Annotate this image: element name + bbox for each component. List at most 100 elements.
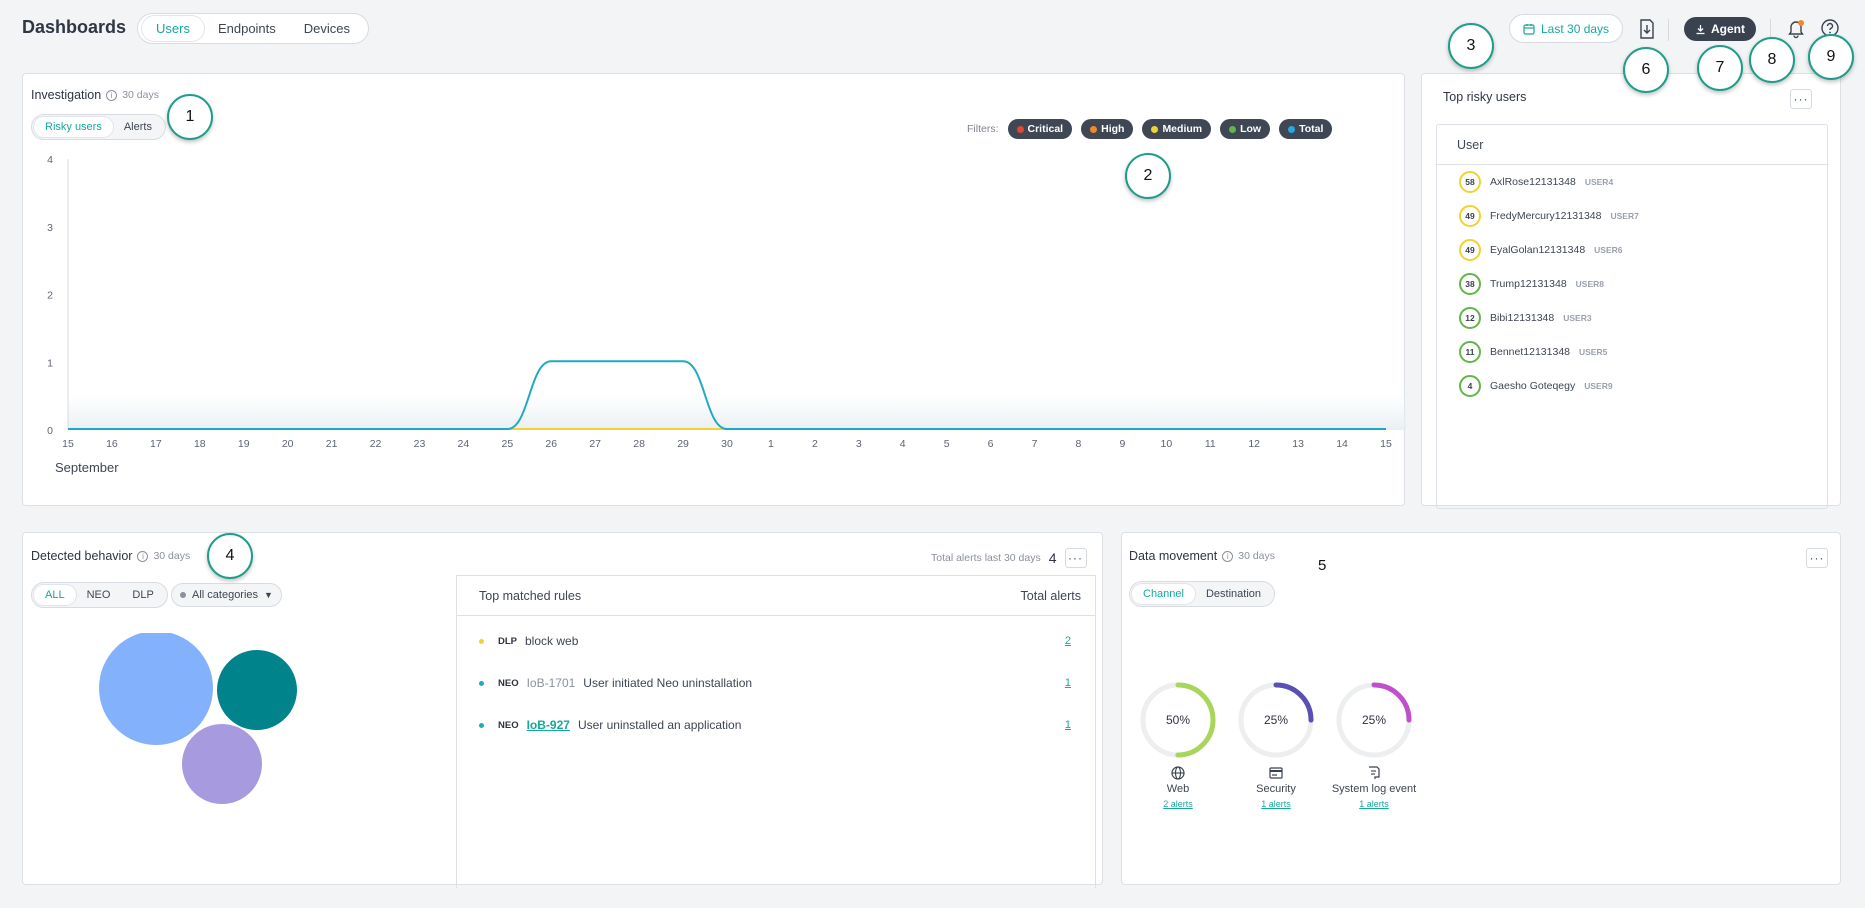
critical-dot <box>1016 125 1024 133</box>
risky-user-row[interactable]: 58 AxlRose12131348 USER4 <box>1437 165 1827 199</box>
filter-total-label: Total <box>1299 123 1324 135</box>
notifications-bell-icon[interactable] <box>1785 17 1807 39</box>
rule-source-tag: NEO <box>498 677 519 689</box>
more-options-button[interactable]: ··· <box>1790 89 1812 109</box>
toggle-neo[interactable]: NEO <box>86 589 111 601</box>
risk-score-badge: 49 <box>1459 239 1481 261</box>
header-divider <box>1668 19 1669 41</box>
risky-user-row[interactable]: 38 Trump12131348 USER8 <box>1437 267 1827 301</box>
rule-row[interactable]: DLP block web 2 <box>457 620 1095 662</box>
y-tick-label: 4 <box>47 154 53 166</box>
info-icon[interactable]: i <box>1222 550 1234 562</box>
rule-ioa-link[interactable]: IoB-927 <box>526 718 570 732</box>
callout-1: 1 <box>167 94 213 140</box>
callout-8: 8 <box>1749 37 1795 83</box>
risk-score-badge: 4 <box>1459 375 1481 397</box>
alerts-column-header: Total alerts <box>1020 588 1081 603</box>
toggle-dlp[interactable]: DLP <box>132 589 154 601</box>
rule-row[interactable]: NEO IoB-927 User uninstalled an applicatio… <box>457 704 1095 746</box>
bubble-dlp[interactable] <box>99 633 213 745</box>
bubble-category[interactable] <box>182 724 262 804</box>
low-dot <box>1229 125 1237 133</box>
date-range-label: Last 30 days <box>1541 21 1610 36</box>
callout-6: 6 <box>1623 47 1669 93</box>
calendar-icon <box>1523 23 1535 35</box>
toggle-all[interactable]: ALL <box>34 585 76 605</box>
risky-user-row[interactable]: 49 EyalGolan12131348 USER6 <box>1437 233 1827 267</box>
channel-donut[interactable]: 25% Security 1 alerts <box>1238 681 1314 809</box>
toggle-risky-users[interactable]: Risky users <box>34 117 113 137</box>
category-value: All categories <box>192 589 259 601</box>
filter-low[interactable]: Low <box>1220 119 1271 139</box>
tab-devices[interactable]: Devices <box>303 21 351 36</box>
rule-alert-count[interactable]: 1 <box>1064 719 1071 731</box>
more-options-button[interactable]: ··· <box>1806 548 1828 568</box>
rule-text: User uninstalled an application <box>577 718 742 732</box>
x-tick-label: 1 <box>768 438 774 450</box>
download-icon <box>1696 24 1705 34</box>
x-tick-label: 3 <box>856 438 862 450</box>
donut-percent: 25% <box>1263 713 1289 727</box>
tab-endpoints[interactable]: Endpoints <box>217 21 276 36</box>
callout-2: 2 <box>1125 153 1171 199</box>
user-name: Trump12131348 <box>1490 278 1567 290</box>
toggle-destination[interactable]: Destination <box>1205 588 1262 600</box>
rule-ioa-link[interactable]: IoB-1701 <box>526 676 576 690</box>
date-range-button[interactable]: Last 30 days <box>1509 14 1624 43</box>
bubble-neo[interactable] <box>217 650 297 730</box>
channel-donut[interactable]: 25% System log event 1 alerts <box>1332 681 1416 809</box>
donut-alerts-link[interactable]: 2 alerts <box>1163 799 1193 809</box>
download-report-icon[interactable] <box>1636 17 1658 41</box>
x-tick-label: 21 <box>326 438 338 450</box>
x-tick-label: 7 <box>1032 438 1038 450</box>
x-tick-label: 26 <box>545 438 557 450</box>
filter-high[interactable]: High <box>1081 119 1134 139</box>
user-id: USER3 <box>1563 313 1592 323</box>
total-alerts-label: Total alerts last 30 days <box>931 552 1041 564</box>
rule-severity-dot <box>479 638 484 644</box>
risky-user-row[interactable]: 11 Bennet12131348 USER5 <box>1437 335 1827 369</box>
donut-label: System log event <box>1331 783 1417 795</box>
donut-alerts-link[interactable]: 1 alerts <box>1359 799 1389 809</box>
info-icon[interactable]: i <box>106 89 118 101</box>
agent-download-button[interactable]: Agent <box>1684 17 1756 41</box>
investigation-toggle: Risky users Alerts <box>31 114 166 140</box>
risky-user-row[interactable]: 12 Bibi12131348 USER3 <box>1437 301 1827 335</box>
filter-critical[interactable]: Critical <box>1007 119 1073 139</box>
filter-total[interactable]: Total <box>1279 119 1333 139</box>
channel-donut[interactable]: 50% Web 2 alerts <box>1140 681 1216 809</box>
user-id: USER9 <box>1584 381 1613 391</box>
category-dropdown[interactable]: All categories ▼ <box>171 583 282 607</box>
filters-label: Filters: <box>967 123 999 135</box>
user-id: USER7 <box>1610 211 1639 221</box>
callout-4: 4 <box>207 533 253 579</box>
y-tick-label: 1 <box>47 357 53 369</box>
user-name: Bennet12131348 <box>1490 346 1570 358</box>
info-icon[interactable]: i <box>137 550 149 562</box>
donut-ring: 25% <box>1335 681 1413 759</box>
more-options-button[interactable]: ··· <box>1064 548 1087 568</box>
user-column-header[interactable]: User <box>1437 125 1827 165</box>
series-line <box>68 360 1386 430</box>
toggle-alerts[interactable]: Alerts <box>123 121 152 133</box>
rule-row[interactable]: NEO IoB-1701 User initiated Neo uninstalla… <box>457 662 1095 704</box>
filter-medium[interactable]: Medium <box>1142 119 1212 139</box>
toggle-channel[interactable]: Channel <box>1132 584 1195 604</box>
x-tick-label: 11 <box>1205 438 1216 450</box>
risky-user-row[interactable]: 49 FredyMercury12131348 USER7 <box>1437 199 1827 233</box>
y-tick-label: 0 <box>47 425 53 437</box>
x-tick-label: 19 <box>238 438 250 450</box>
risky-user-row[interactable]: 4 Gaesho Goteqegy USER9 <box>1437 369 1827 403</box>
globe-icon <box>1171 766 1185 780</box>
donut-alerts-link[interactable]: 1 alerts <box>1261 799 1291 809</box>
x-tick-label: 4 <box>900 438 906 450</box>
rule-alert-count[interactable]: 1 <box>1064 677 1071 689</box>
callout-5: 5 <box>1318 557 1327 574</box>
tab-users[interactable]: Users <box>142 16 204 41</box>
page-title: Dashboards <box>22 17 127 37</box>
top-matched-rules-table: Top matched rules Total alerts DLP block … <box>456 575 1096 888</box>
rule-text: User initiated Neo uninstallation <box>583 676 753 690</box>
rule-alert-count[interactable]: 2 <box>1064 635 1071 647</box>
x-tick-label: 16 <box>106 438 118 450</box>
